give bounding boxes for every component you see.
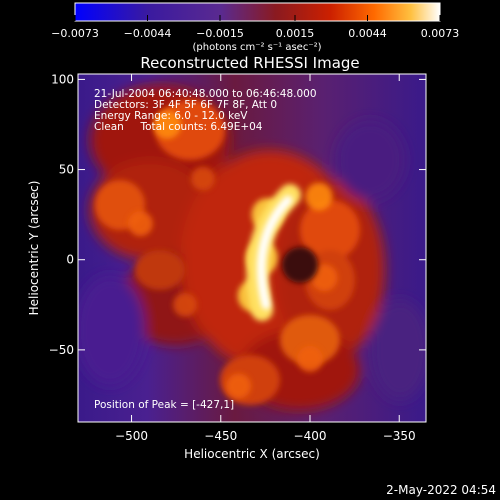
y-axis-label: Heliocentric Y (arcsec) xyxy=(27,181,41,316)
colorbar-tick-label: 0.0073 xyxy=(421,27,460,40)
y-tick-label: 50 xyxy=(59,163,74,177)
colorbar-ticks: −0.0073 −0.0044 −0.0015 0.0015 0.0044 0.0073 xyxy=(51,15,459,40)
dark-void xyxy=(282,247,318,283)
bright-arc-core xyxy=(256,195,293,310)
bright-feature xyxy=(297,345,323,372)
bright-feature xyxy=(305,182,333,211)
x-tick-label: −500 xyxy=(115,429,148,443)
colorbar-unit-label: (photons cm⁻² s⁻¹ asec⁻²) xyxy=(192,42,321,53)
colorbar-tick-label: −0.0015 xyxy=(196,27,244,40)
annotation-time-range: 21-Jul-2004 06:40:48.000 to 06:46:48.000 xyxy=(94,88,317,100)
bright-feature xyxy=(173,292,198,317)
chart-title: Reconstructed RHESSI Image xyxy=(140,54,359,72)
axis-ticks: −500 −450 −400 −350 100 50 0 −50 xyxy=(49,72,426,443)
y-tick-label: −50 xyxy=(49,343,74,357)
annotation-peak: Position of Peak = [-427,1] xyxy=(94,399,234,411)
bright-feature xyxy=(153,109,182,139)
bright-feature xyxy=(128,211,153,237)
x-tick-label: −450 xyxy=(204,429,237,443)
annotation-clean: Clean Total counts: 6.49E+04 xyxy=(94,121,263,133)
colorbar-tick-label: 0.0044 xyxy=(348,27,387,40)
x-tick-label: −400 xyxy=(294,429,327,443)
annotation-detectors: Detectors: 3F 4F 5F 6F 7F 8F, Att 0 xyxy=(94,99,277,111)
x-axis-label: Heliocentric X (arcsec) xyxy=(184,447,320,461)
date-stamp: 2-May-2022 04:54 xyxy=(386,483,496,497)
y-tick-label: 0 xyxy=(66,253,74,267)
y-tick-label: 100 xyxy=(51,72,74,86)
colorbar-tick-label: −0.0073 xyxy=(51,27,99,40)
x-tick-label: −350 xyxy=(383,429,416,443)
bright-feature xyxy=(190,166,215,191)
colorbar-tick-label: 0.0015 xyxy=(276,27,315,40)
annotation-energy: Energy Range: 6.0 - 12.0 keV xyxy=(94,110,248,122)
bright-feature xyxy=(226,373,252,399)
colorbar-gradient xyxy=(74,2,441,22)
plot-frame xyxy=(77,73,427,423)
colorbar-tick-label: −0.0044 xyxy=(124,27,172,40)
bright-feature xyxy=(311,264,338,292)
image-area xyxy=(78,74,426,422)
